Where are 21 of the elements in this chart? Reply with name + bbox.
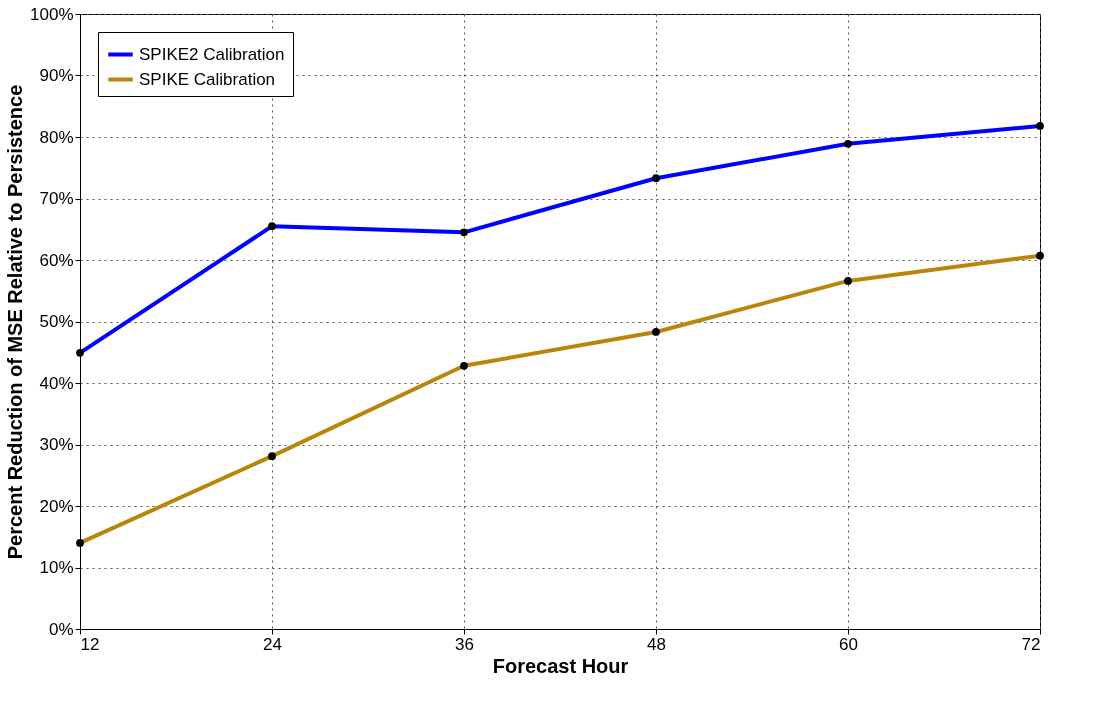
y-tick-label: 20% (39, 496, 74, 516)
y-tick-label: 10% (39, 558, 74, 577)
x-tick-label: 36 (455, 634, 474, 654)
y-tick-label: 0% (48, 619, 74, 639)
x-axis-title: Forecast Hour (492, 654, 629, 677)
legend-label: SPIKE2 Calibration (139, 44, 285, 64)
y-tick-label: 100% (30, 4, 74, 24)
x-tick-label: 12 (80, 634, 100, 654)
y-tick-label: 70% (39, 189, 74, 208)
y-tick-label: 80% (39, 127, 74, 147)
y-tick-label: 90% (39, 66, 74, 85)
legend-label: SPIKE Calibration (139, 69, 276, 89)
y-tick-label: 50% (39, 312, 74, 331)
x-tick-label: 24 (263, 634, 282, 654)
y-axis-title: Percent Reduction of MSE Relative to Persistence (4, 84, 27, 560)
x-tick-label: 48 (647, 634, 666, 654)
x-tick-label: 72 (1021, 634, 1041, 654)
y-tick-label: 60% (39, 250, 74, 270)
y-tick-label: 30% (39, 435, 74, 454)
y-tick-label: 40% (39, 373, 74, 393)
x-tick-label: 60 (839, 634, 858, 654)
